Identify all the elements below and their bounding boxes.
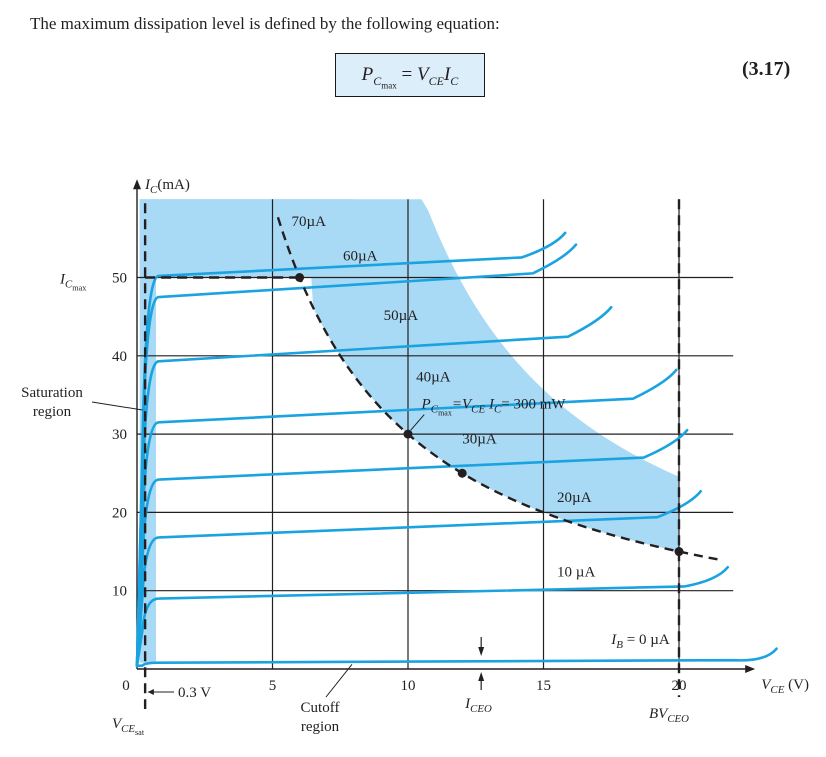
intro-text: The maximum dissipation level is defined… <box>30 14 500 33</box>
y-tick-label-50: 50 <box>112 271 127 287</box>
power-point-1 <box>403 429 413 439</box>
y-axis-label: IC(mA) <box>144 177 190 196</box>
equation-rhs: VCEIC <box>417 64 459 88</box>
power-dissipation-curve <box>276 216 723 562</box>
saturation-label-line2: region <box>33 404 72 420</box>
series-label-4: 40µA <box>416 370 451 386</box>
x-axis-label: VCE (V) <box>761 677 809 696</box>
y-tick-label-30: 30 <box>112 427 127 443</box>
power-label-leader <box>410 414 425 431</box>
characteristic-curve-1 <box>135 565 730 668</box>
series-label-2: 20µA <box>557 490 592 506</box>
equation-equals: = <box>401 64 413 85</box>
characteristic-curve-3 <box>135 428 689 668</box>
equation-box: PCmax = VCEIC <box>335 53 485 97</box>
saturation-leader <box>91 401 143 411</box>
cutoff-label-line1: Cutoff <box>301 700 340 716</box>
vce-sat-note: 0.3 V <box>178 685 211 701</box>
characteristic-curve-7 <box>135 231 567 668</box>
characteristic-curve-4 <box>135 368 678 668</box>
series-label-6: 60µA <box>343 248 378 264</box>
equation-number: (3.17) <box>742 58 791 80</box>
power-point-0 <box>295 273 305 282</box>
x-tick-label-10: 10 <box>401 678 416 694</box>
y-axis-arrow <box>133 179 141 190</box>
x-tick-label-15: 15 <box>536 678 551 694</box>
i-ceo-label: ICEO <box>464 696 492 715</box>
vce-sat-arrowhead <box>147 689 154 695</box>
x-axis-arrow <box>745 665 756 673</box>
power-curve-label: PCmax=VCE IC= 300 mW <box>421 396 567 417</box>
y-tick-label-20: 20 <box>112 505 127 521</box>
series-label-5: 50µA <box>384 308 419 324</box>
cutoff-leader <box>325 663 353 698</box>
power-point-2 <box>457 468 467 478</box>
cutoff-label-line2: region <box>301 719 340 735</box>
ic-max-label: ICmax <box>59 272 87 293</box>
series-label-0: IB = 0 µA <box>610 632 670 651</box>
i-ceo-arrowhead-up <box>478 672 485 681</box>
equation-lhs: PCmax <box>361 64 397 91</box>
characteristic-curve-0 <box>135 647 778 668</box>
i-ceo-arrowhead-down <box>478 647 485 656</box>
power-shaded-region <box>272 199 679 552</box>
series-label-3: 30µA <box>462 431 497 447</box>
vce-sat-label: VCEsat <box>112 716 145 737</box>
series-label-1: 10 µA <box>557 565 595 581</box>
saturation-label-line1: Saturation <box>21 385 83 401</box>
y-tick-label-40: 40 <box>112 349 127 365</box>
series-label-7: 70µA <box>291 214 326 230</box>
y-tick-label-10: 10 <box>112 584 127 600</box>
x-tick-label-0: 0 <box>122 678 130 694</box>
x-tick-label-5: 5 <box>269 678 277 694</box>
bv-ceo-label: BVCEO <box>649 706 689 725</box>
